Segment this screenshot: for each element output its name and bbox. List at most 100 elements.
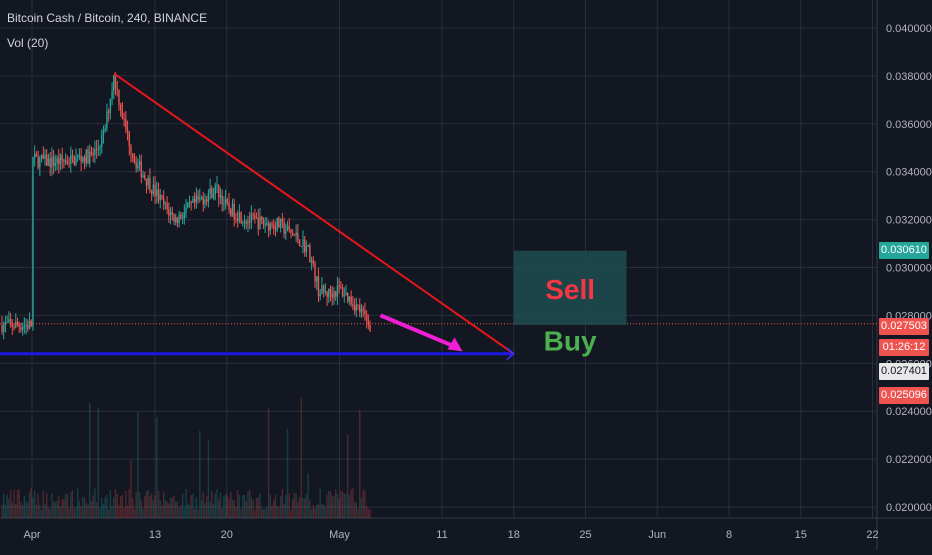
sell-label: Sell	[545, 274, 595, 305]
candle-body	[87, 149, 89, 164]
x-tick-label: Apr	[23, 529, 40, 541]
candlestick-series	[1, 72, 371, 340]
candle-body	[317, 276, 320, 297]
volume-bar	[223, 496, 225, 518]
candle-body	[340, 286, 342, 288]
candle-body	[33, 153, 36, 158]
volume-bar	[145, 490, 148, 518]
volume-bar	[126, 505, 129, 518]
volume-bar	[261, 508, 263, 518]
volume-bar	[322, 504, 325, 518]
candle-body	[235, 218, 237, 220]
volume-bar	[75, 507, 77, 518]
y-tick-label: 0.038000	[886, 71, 932, 83]
candle-body	[345, 292, 347, 296]
candle-body	[183, 212, 186, 219]
volume-bar	[355, 502, 358, 518]
volume-bar	[316, 504, 318, 518]
candle-body	[228, 202, 230, 210]
candle-body	[250, 213, 253, 223]
volume-bar	[365, 506, 368, 518]
volume-bar	[83, 497, 86, 518]
candle-body	[200, 197, 203, 199]
volume-bar	[80, 506, 82, 518]
volume-bar	[70, 492, 72, 518]
candle-body	[192, 198, 194, 203]
volume-bar	[319, 488, 321, 518]
candle-body	[147, 177, 149, 186]
volume-bar	[87, 504, 89, 518]
volume-bar	[32, 496, 34, 518]
candle-body	[144, 175, 146, 179]
candle-body	[15, 321, 17, 328]
volume-bar	[25, 501, 27, 518]
volume-bar	[106, 494, 108, 518]
volume-bar	[142, 508, 144, 518]
volume-bar	[68, 508, 70, 518]
volume-indicator-label[interactable]: Vol (20)	[7, 36, 49, 50]
volume-bar	[304, 498, 306, 518]
candle-body	[230, 209, 232, 216]
candle-body	[159, 195, 161, 201]
volume-bar	[334, 489, 337, 518]
candle-body	[47, 158, 50, 166]
volume-bar	[130, 460, 132, 518]
volume-bar	[185, 488, 187, 518]
y-tick-label: 0.036000	[886, 119, 932, 131]
volume-bar	[3, 493, 5, 518]
volume-bar	[107, 509, 110, 518]
candle-body	[9, 318, 12, 323]
candle-body	[64, 160, 67, 162]
candle-body	[352, 304, 354, 307]
volume-bar	[173, 496, 175, 518]
volume-bar	[218, 499, 220, 518]
volume-bar	[240, 508, 242, 518]
volume-bar	[82, 496, 84, 518]
volume-bar	[281, 489, 284, 518]
volume-bar	[252, 500, 254, 518]
candle-body	[119, 104, 122, 111]
volume-bar	[188, 504, 191, 518]
volume-bar	[317, 504, 320, 518]
volume-bar	[348, 494, 351, 518]
candle-body	[326, 291, 328, 298]
volume-bar	[11, 502, 14, 518]
volume-bar	[137, 411, 139, 518]
candle-body	[132, 153, 134, 158]
candle-body	[369, 324, 371, 331]
candle-body	[274, 228, 277, 231]
volume-bar	[16, 490, 19, 518]
volume-bar	[181, 493, 184, 518]
volume-bar	[97, 407, 100, 518]
x-tick-label: 13	[149, 529, 161, 541]
candle-body	[266, 223, 268, 225]
volume-bar	[338, 498, 340, 518]
y-tick-label: 0.024000	[886, 406, 932, 418]
volume-bar	[99, 507, 101, 518]
candle-body	[156, 189, 158, 196]
candle-body	[80, 155, 82, 162]
volume-bar	[61, 499, 63, 518]
volume-bar	[140, 500, 143, 518]
volume-bar	[35, 504, 38, 518]
volume-bar	[359, 410, 361, 518]
candle-body	[298, 239, 301, 247]
volume-bar	[347, 434, 349, 518]
volume-bar	[236, 490, 239, 518]
volume-bar	[228, 497, 230, 518]
candle-body	[142, 175, 144, 178]
y-tick-label: 0.020000	[886, 502, 932, 514]
volume-bar	[219, 492, 222, 518]
candle-body	[49, 158, 51, 168]
candle-body	[207, 193, 210, 202]
candle-body	[30, 320, 32, 327]
candle-body	[348, 296, 351, 302]
volume-bar	[259, 493, 261, 518]
downtrend-line	[113, 72, 515, 355]
volume-bar	[312, 505, 315, 518]
candle-body	[133, 157, 136, 163]
volume-bar	[207, 439, 210, 518]
candle-body	[125, 118, 127, 130]
